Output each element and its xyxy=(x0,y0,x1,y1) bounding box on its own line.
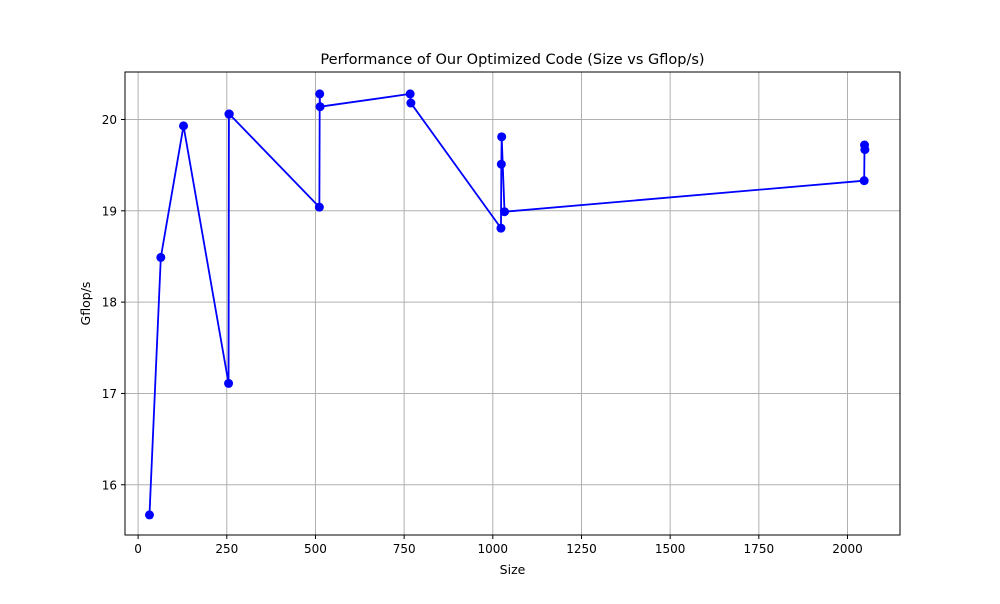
grid xyxy=(125,72,900,535)
x-axis-label: Size xyxy=(500,562,526,577)
x-tick-label: 500 xyxy=(304,542,327,556)
data-point xyxy=(179,121,189,131)
data-point xyxy=(405,89,415,99)
data-point xyxy=(314,202,324,212)
data-point xyxy=(859,176,869,186)
y-axis-label: Gflop/s xyxy=(78,282,93,326)
x-tick-label: 1750 xyxy=(744,542,775,556)
data-point xyxy=(496,223,506,233)
y-tick-label: 18 xyxy=(102,296,117,310)
data-point xyxy=(315,89,325,99)
x-tick-label: 0 xyxy=(134,542,142,556)
y-tick-label: 20 xyxy=(102,113,117,127)
y-tick-label: 16 xyxy=(102,478,117,492)
data-point xyxy=(406,98,416,108)
y-tick-label: 17 xyxy=(102,387,117,401)
data-point xyxy=(144,510,154,520)
x-tick-label: 250 xyxy=(215,542,238,556)
x-tick-label: 1250 xyxy=(566,542,597,556)
x-tick-label: 2000 xyxy=(832,542,863,556)
plot-area-frame xyxy=(124,71,901,536)
data-point xyxy=(224,378,234,388)
data-point xyxy=(500,207,510,217)
x-tick-label: 750 xyxy=(393,542,416,556)
data-point xyxy=(224,109,234,119)
data-point xyxy=(496,159,506,169)
data-point xyxy=(497,132,507,142)
data-point xyxy=(315,102,325,112)
y-tick-label: 19 xyxy=(102,204,117,218)
data-point xyxy=(860,145,870,155)
series-line xyxy=(148,93,866,515)
chart-title: Performance of Our Optimized Code (Size … xyxy=(320,52,704,68)
x-tick-label: 1000 xyxy=(478,542,509,556)
data-point xyxy=(156,252,166,262)
axis-ticks: 0 250 500 750 1000 1250 1500 1750 2000 16 17 18 19 20 xyxy=(102,113,863,556)
x-tick-label: 1500 xyxy=(655,542,686,556)
series-layer xyxy=(144,89,870,520)
